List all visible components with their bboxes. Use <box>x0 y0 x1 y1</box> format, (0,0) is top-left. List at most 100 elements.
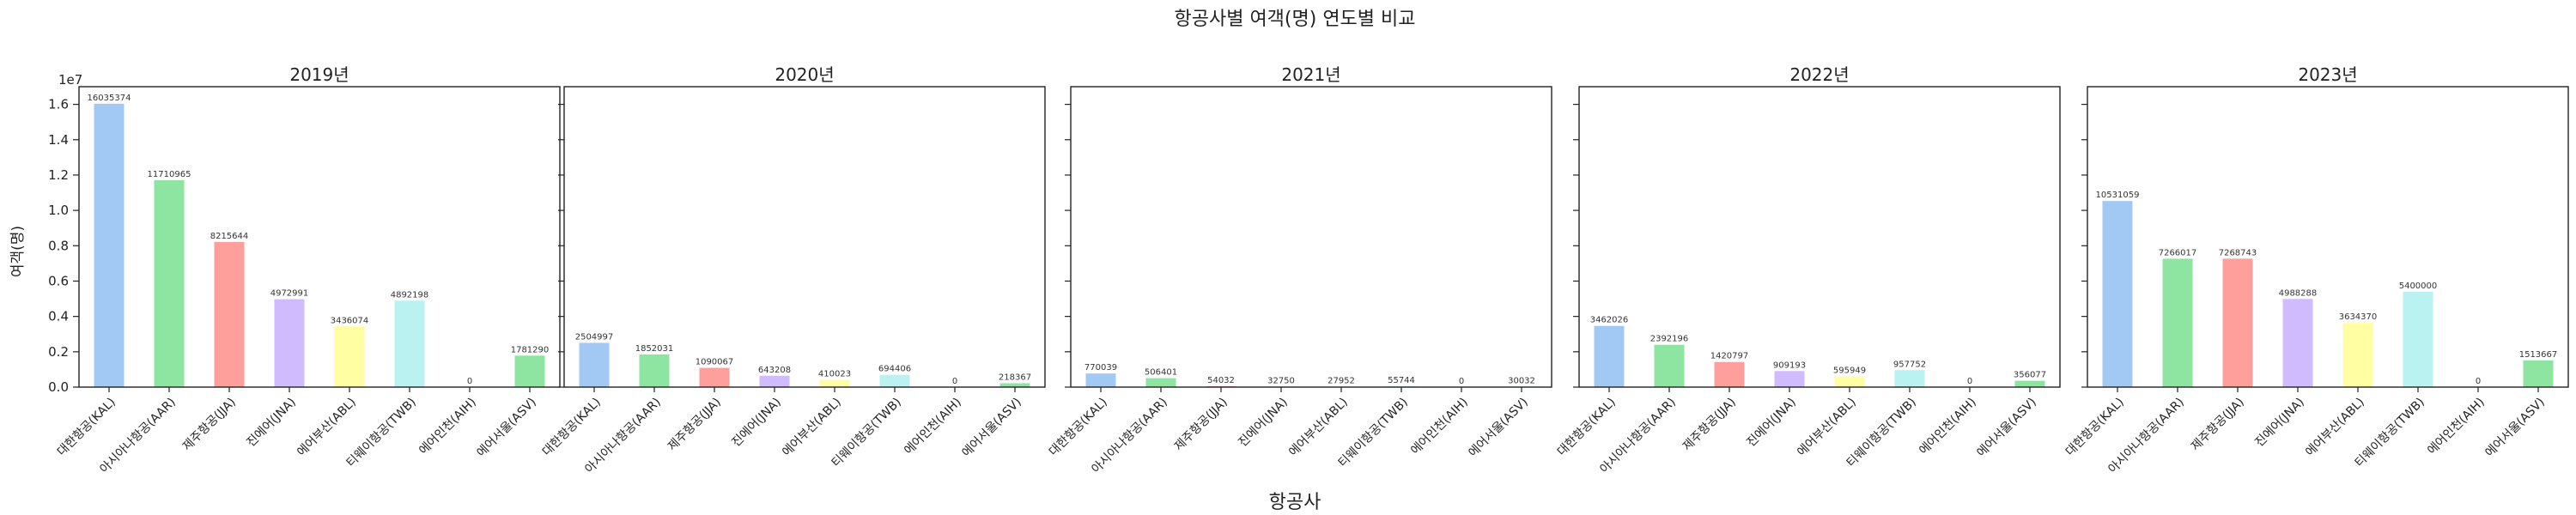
bar-value-label: 1781290 <box>511 345 550 354</box>
bar-value-label: 643208 <box>758 366 791 375</box>
x-tick-label: 에어인천(AIH) <box>902 396 964 458</box>
bar <box>214 241 245 387</box>
y-tick-label: 0.4 <box>48 309 69 324</box>
x-tick-label: 에어서울(ASV) <box>960 396 1024 460</box>
bar <box>1085 373 1116 387</box>
bar-value-label: 5400000 <box>2399 282 2438 291</box>
x-tick-label: 진에어(JNA) <box>2252 396 2306 450</box>
bar-value-label: 0 <box>1967 377 1972 386</box>
x-tick-label: 에어인천(AIH) <box>1408 396 1471 458</box>
bar <box>2014 380 2045 387</box>
x-tick-label: 대한항공(KAL) <box>540 396 604 459</box>
bar-value-label: 4988288 <box>2279 288 2318 298</box>
bar-value-label: 0 <box>2476 377 2481 386</box>
bar-value-label: 30032 <box>1508 376 1535 385</box>
bar-value-label: 3436074 <box>331 316 369 325</box>
y-tick-label: 1.6 <box>48 97 69 112</box>
x-tick-label: 에어인천(AIH) <box>416 396 479 458</box>
bar <box>274 299 305 387</box>
x-tick-label: 대한항공(KAL) <box>55 396 118 459</box>
bar-value-label: 770039 <box>1084 363 1117 373</box>
bar-value-label: 2504997 <box>575 332 614 342</box>
panel-title: 2021년 <box>1281 64 1340 85</box>
x-tick-label: 에어부산(ABL) <box>780 396 844 460</box>
x-tick-label: 에어부산(ABL) <box>2303 396 2367 460</box>
bar-value-label: 11710965 <box>148 170 191 179</box>
bar-value-label: 4972991 <box>270 289 309 299</box>
bar <box>2162 258 2193 387</box>
figure-suptitle: 항공사별 여객(명) 연도별 비교 <box>1174 9 1415 30</box>
bar <box>2523 360 2554 387</box>
bar-value-label: 55744 <box>1388 376 1415 385</box>
bar <box>639 354 670 387</box>
chart-panel: 2022년3462026대한항공(KAL)2392196아시아나항공(AAR)1… <box>1555 64 2061 476</box>
bar <box>1774 371 1805 387</box>
bar-value-label: 4892198 <box>391 290 429 300</box>
bar-value-label: 694406 <box>878 365 911 374</box>
x-tick-label: 에어부산(ABL) <box>1286 396 1351 460</box>
panel-frame <box>1070 86 1552 388</box>
chart-panel: 2023년10531059대한항공(KAL)7266017아시아나항공(AAR)… <box>2063 64 2569 476</box>
bar-value-label: 10531059 <box>2096 191 2140 200</box>
bar <box>1834 376 1865 387</box>
panel-frame <box>1578 86 2061 388</box>
y-tick-label: 0.2 <box>48 344 69 360</box>
y-axis-exponent: 1e7 <box>58 72 82 88</box>
bar <box>1145 378 1176 387</box>
bar-value-label: 595949 <box>1833 367 1866 376</box>
x-tick-label: 에어부산(ABL) <box>1795 396 1859 460</box>
y-tick-label: 0.6 <box>48 273 69 288</box>
bar <box>2403 291 2433 387</box>
x-tick-label: 진에어(JNA) <box>244 396 298 450</box>
x-tick-label: 제주항공(JJA) <box>2189 396 2247 454</box>
bar-value-label: 2392196 <box>1650 335 1689 344</box>
bar-value-label: 218367 <box>999 373 1031 383</box>
bar-value-label: 7266017 <box>2159 248 2197 258</box>
y-tick-label: 0.8 <box>48 238 69 253</box>
x-tick-label: 제주항공(JJA) <box>1172 396 1230 454</box>
bar-value-label: 0 <box>467 377 472 386</box>
x-tick-label: 진에어(JNA) <box>729 396 783 450</box>
bar-value-label: 1852031 <box>635 344 674 354</box>
bar-value-label: 54032 <box>1207 376 1235 385</box>
y-tick-label: 1.2 <box>48 167 69 183</box>
bar-value-label: 0 <box>1459 377 1464 386</box>
x-tick-label: 에어인천(AIH) <box>1917 396 1979 458</box>
bar-value-label: 3634370 <box>2339 312 2378 322</box>
bar <box>1714 361 1745 387</box>
bar <box>394 300 425 387</box>
x-tick-label: 제주항공(JJA) <box>1680 396 1739 454</box>
y-tick-label: 1.0 <box>48 203 69 218</box>
chart-panel: 2019년 0.0 0.2 0.4 0.6 0.8 1.0 1.2 1.4 1.6 16035374… <box>48 64 561 476</box>
bar-value-label: 3462026 <box>1590 316 1629 325</box>
bar-value-label: 909193 <box>1773 360 1806 370</box>
bar <box>1594 325 1625 387</box>
bar-value-label: 1420797 <box>1710 352 1749 361</box>
x-tick-label: 대한항공(KAL) <box>1555 396 1619 459</box>
x-tick-label: 에어서울(ASV) <box>2483 396 2548 460</box>
bar <box>514 355 545 387</box>
x-tick-label: 대한항공(KAL) <box>1047 396 1110 459</box>
x-tick-label: 진에어(JNA) <box>1744 396 1798 450</box>
panel-frame <box>78 86 561 388</box>
bar <box>759 375 790 387</box>
bar-value-label: 16035374 <box>88 94 131 103</box>
panel-title: 2020년 <box>775 64 834 85</box>
y-tick-label: 1.4 <box>48 132 69 148</box>
chart-panel: 2020년2504997대한항공(KAL)1852031아시아나항공(AAR)1… <box>540 64 1046 476</box>
bar <box>2222 258 2253 387</box>
x-tick-label: 에어부산(ABL) <box>295 396 359 460</box>
bar-value-label: 356077 <box>2014 371 2046 380</box>
bar <box>819 379 850 387</box>
bar-value-label: 32750 <box>1267 376 1295 385</box>
chart-panels: 2019년 0.0 0.2 0.4 0.6 0.8 1.0 1.2 1.4 1.6 16035374… <box>48 64 2569 476</box>
bar <box>334 326 365 387</box>
x-tick-label: 제주항공(JJA) <box>665 396 724 454</box>
bar <box>879 374 910 387</box>
bar-value-label: 957752 <box>1893 360 1926 369</box>
bar-value-label: 410023 <box>818 370 851 379</box>
figure-xlabel: 항공사 <box>1269 492 1321 513</box>
bar-value-label: 506401 <box>1145 368 1177 378</box>
x-tick-label: 에어서울(ASV) <box>1975 396 2039 460</box>
